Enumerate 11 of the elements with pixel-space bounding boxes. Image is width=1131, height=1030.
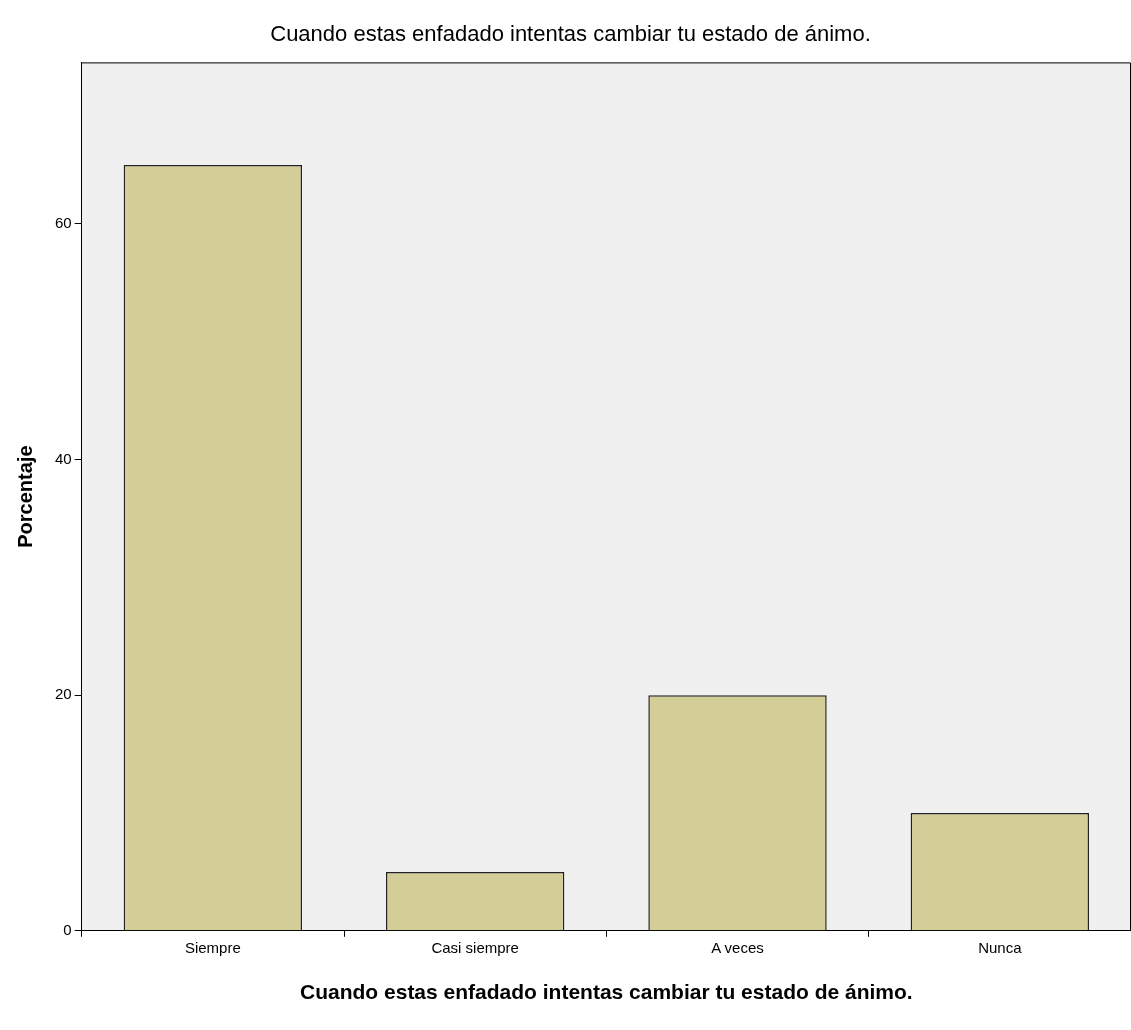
x-tick-label: A veces — [711, 938, 764, 956]
x-tick-label: Casi siempre — [431, 938, 519, 956]
chart-title: Cuando estas enfadado intentas cambiar tu estado de ánimo. — [270, 21, 871, 47]
y-tick-label: 20 — [55, 685, 72, 703]
y-tick-label: 0 — [63, 920, 72, 938]
x-tick-label: Nunca — [978, 938, 1023, 956]
y-tick-label: 60 — [55, 213, 72, 231]
y-tick-label: 40 — [55, 449, 72, 467]
y-axis-title: Porcentaje — [13, 445, 36, 548]
x-tick-label: Siempre — [184, 938, 241, 956]
x-axis-title: Cuando estas enfadado intentas cambiar tu estado de ánimo. — [300, 980, 913, 1004]
